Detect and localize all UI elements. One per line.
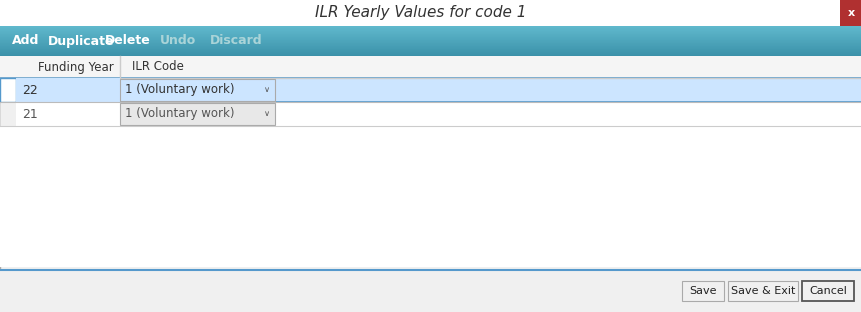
FancyBboxPatch shape <box>0 46 861 47</box>
FancyBboxPatch shape <box>0 78 16 102</box>
FancyBboxPatch shape <box>0 50 861 51</box>
FancyBboxPatch shape <box>681 281 723 301</box>
FancyBboxPatch shape <box>0 51 861 53</box>
Text: ILR Yearly Values for code 1: ILR Yearly Values for code 1 <box>315 6 526 21</box>
Text: ILR Code: ILR Code <box>132 61 183 74</box>
FancyBboxPatch shape <box>0 27 861 28</box>
FancyBboxPatch shape <box>0 54 861 55</box>
FancyBboxPatch shape <box>0 33 861 35</box>
FancyBboxPatch shape <box>120 79 275 101</box>
FancyBboxPatch shape <box>0 34 861 36</box>
FancyBboxPatch shape <box>0 43 861 45</box>
Text: 1 (Voluntary work): 1 (Voluntary work) <box>125 84 234 96</box>
Text: Delete: Delete <box>105 35 151 47</box>
FancyBboxPatch shape <box>0 55 861 56</box>
FancyBboxPatch shape <box>0 38 861 39</box>
Text: Duplicate: Duplicate <box>48 35 115 47</box>
FancyBboxPatch shape <box>0 33 861 34</box>
FancyBboxPatch shape <box>0 270 861 312</box>
FancyBboxPatch shape <box>0 55 861 56</box>
FancyBboxPatch shape <box>0 37 861 38</box>
FancyBboxPatch shape <box>0 30 861 31</box>
FancyBboxPatch shape <box>0 37 861 38</box>
FancyBboxPatch shape <box>0 41 861 42</box>
FancyBboxPatch shape <box>0 27 861 29</box>
FancyBboxPatch shape <box>0 31 861 32</box>
FancyBboxPatch shape <box>0 44 861 45</box>
FancyBboxPatch shape <box>0 28 861 30</box>
Text: Save & Exit: Save & Exit <box>730 286 794 296</box>
FancyBboxPatch shape <box>16 78 120 102</box>
FancyBboxPatch shape <box>0 78 861 102</box>
FancyBboxPatch shape <box>0 26 861 27</box>
FancyBboxPatch shape <box>0 40 861 41</box>
FancyBboxPatch shape <box>0 51 861 52</box>
FancyBboxPatch shape <box>0 56 861 267</box>
FancyBboxPatch shape <box>16 102 120 126</box>
Text: Add: Add <box>12 35 40 47</box>
FancyBboxPatch shape <box>0 0 861 26</box>
FancyBboxPatch shape <box>0 46 861 47</box>
FancyBboxPatch shape <box>120 103 275 125</box>
Text: ∨: ∨ <box>263 110 269 119</box>
FancyBboxPatch shape <box>728 281 797 301</box>
FancyBboxPatch shape <box>0 102 861 126</box>
FancyBboxPatch shape <box>801 281 853 301</box>
Text: Funding Year: Funding Year <box>38 61 114 74</box>
FancyBboxPatch shape <box>0 31 861 32</box>
FancyBboxPatch shape <box>0 52 861 53</box>
FancyBboxPatch shape <box>0 47 861 48</box>
FancyBboxPatch shape <box>0 35 861 36</box>
Text: 22: 22 <box>22 84 38 96</box>
Text: ∨: ∨ <box>263 85 269 95</box>
Text: 21: 21 <box>22 108 38 120</box>
Text: x: x <box>846 8 853 18</box>
FancyBboxPatch shape <box>0 48 861 49</box>
Text: Save: Save <box>689 286 715 296</box>
FancyBboxPatch shape <box>0 36 861 37</box>
FancyBboxPatch shape <box>0 48 861 50</box>
FancyBboxPatch shape <box>0 40 861 41</box>
FancyBboxPatch shape <box>0 39 861 40</box>
FancyBboxPatch shape <box>0 53 861 54</box>
FancyBboxPatch shape <box>839 0 861 26</box>
FancyBboxPatch shape <box>0 32 861 33</box>
Text: Undo: Undo <box>160 35 196 47</box>
FancyBboxPatch shape <box>0 42 861 44</box>
FancyBboxPatch shape <box>0 102 16 126</box>
Text: Discard: Discard <box>210 35 263 47</box>
FancyBboxPatch shape <box>0 42 861 43</box>
FancyBboxPatch shape <box>0 49 861 51</box>
Text: 1 (Voluntary work): 1 (Voluntary work) <box>125 108 234 120</box>
FancyBboxPatch shape <box>0 29 861 30</box>
Text: Cancel: Cancel <box>808 286 846 296</box>
FancyBboxPatch shape <box>0 45 861 46</box>
FancyBboxPatch shape <box>0 56 861 78</box>
